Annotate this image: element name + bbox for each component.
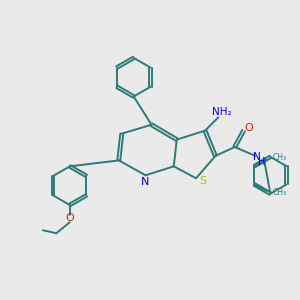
Text: N: N (141, 177, 149, 187)
Text: S: S (199, 176, 206, 186)
Text: CH₃: CH₃ (272, 188, 286, 197)
Text: N: N (253, 152, 261, 162)
Text: O: O (244, 123, 253, 133)
Text: CH₃: CH₃ (272, 153, 286, 162)
Text: H: H (258, 158, 266, 167)
Text: O: O (65, 213, 74, 224)
Text: NH₂: NH₂ (212, 107, 231, 117)
